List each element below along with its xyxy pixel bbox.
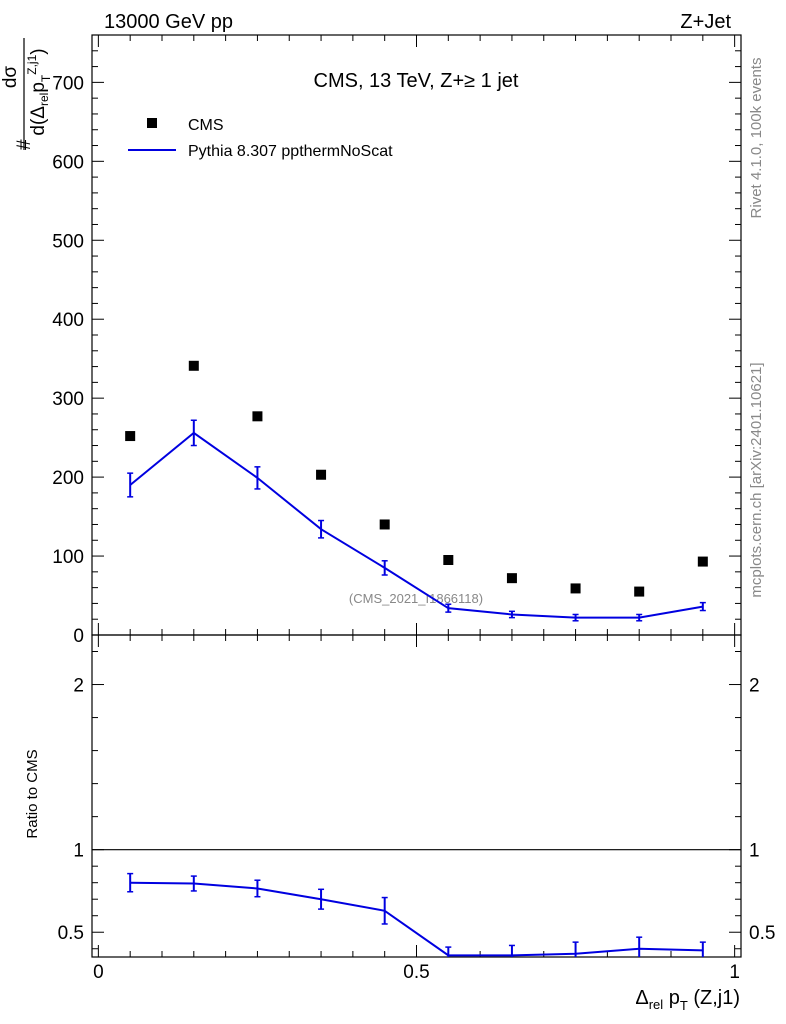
ratio-panel-frame [91, 634, 742, 958]
process-label: Z+Jet [680, 11, 731, 33]
ratio-y-tick-label: 0.5 [58, 923, 84, 944]
cms-data-point [125, 431, 136, 442]
main-ylabel-denominator: d(ΔrelpTZ,j1) [25, 48, 53, 135]
cms-data-point [316, 469, 327, 480]
ratio-y-tick-label-right: 0.5 [749, 923, 775, 944]
ratio-y-tick-label: 1 [73, 841, 84, 862]
x-tick-label: 1 [729, 962, 740, 983]
main-y-tick-label: 0 [73, 626, 84, 647]
ratio-y-tick-label-right: 1 [749, 841, 760, 862]
x-axes: 0 0.5 1 [93, 35, 740, 983]
ratio-ylabel: Ratio to CMS [24, 749, 41, 838]
cms-data-point [506, 573, 517, 584]
main-y-tick-label: 700 [52, 73, 84, 94]
legend-data-label: CMS [188, 117, 224, 134]
main-y-tick-label: 600 [52, 152, 84, 173]
main-y-tick-label: 200 [52, 468, 84, 489]
ratio-axes: 0.5 0.5 1 1 2 2 [58, 651, 775, 950]
main-axes: 0 100 200 300 400 500 600 700 [52, 34, 741, 647]
main-y-tick-label: 300 [52, 389, 84, 410]
legend-mc-label: Pythia 8.307 ppthermNoScat [188, 143, 393, 160]
mc-line [129, 431, 703, 619]
x-tick-label: 0 [93, 962, 104, 983]
cms-data-point [188, 360, 199, 371]
main-ylabel: # dσ d(ΔrelpTZ,j1) [0, 38, 53, 150]
legend-data-marker [147, 118, 157, 128]
watermark: (CMS_2021_I1866118) [349, 591, 483, 606]
cms-data-point [634, 586, 645, 597]
mcplots-label: mcplots.cern.ch [arXiv:2401.10621] [748, 362, 765, 597]
main-y-tick-label: 400 [52, 310, 84, 331]
cms-data-point [443, 555, 454, 565]
cms-data-point [697, 556, 708, 567]
ratio-y-tick-label-right: 2 [749, 676, 760, 697]
main-y-tick-label: 500 [52, 231, 84, 252]
main-ylabel-numerator: dσ [0, 66, 21, 89]
x-axis-label: Δrel pT (Z,j1) [635, 987, 740, 1013]
rivet-label: Rivet 4.1.0, 100k events [748, 58, 765, 219]
energy-label: 13000 GeV pp [104, 11, 233, 33]
ratio-mc-line [130, 881, 703, 957]
main-y-tick-label: 100 [52, 547, 84, 568]
ratio-y-tick-label: 2 [73, 676, 84, 697]
cms-data-point [379, 519, 390, 530]
main-title: CMS, 13 TeV, Z+≥ 1 jet [314, 70, 519, 92]
ratio-data-layer [92, 849, 741, 957]
cms-data-point [252, 411, 263, 422]
cms-data-point [570, 583, 581, 594]
main-data-layer [125, 360, 708, 622]
x-tick-label: 0.5 [403, 962, 429, 983]
